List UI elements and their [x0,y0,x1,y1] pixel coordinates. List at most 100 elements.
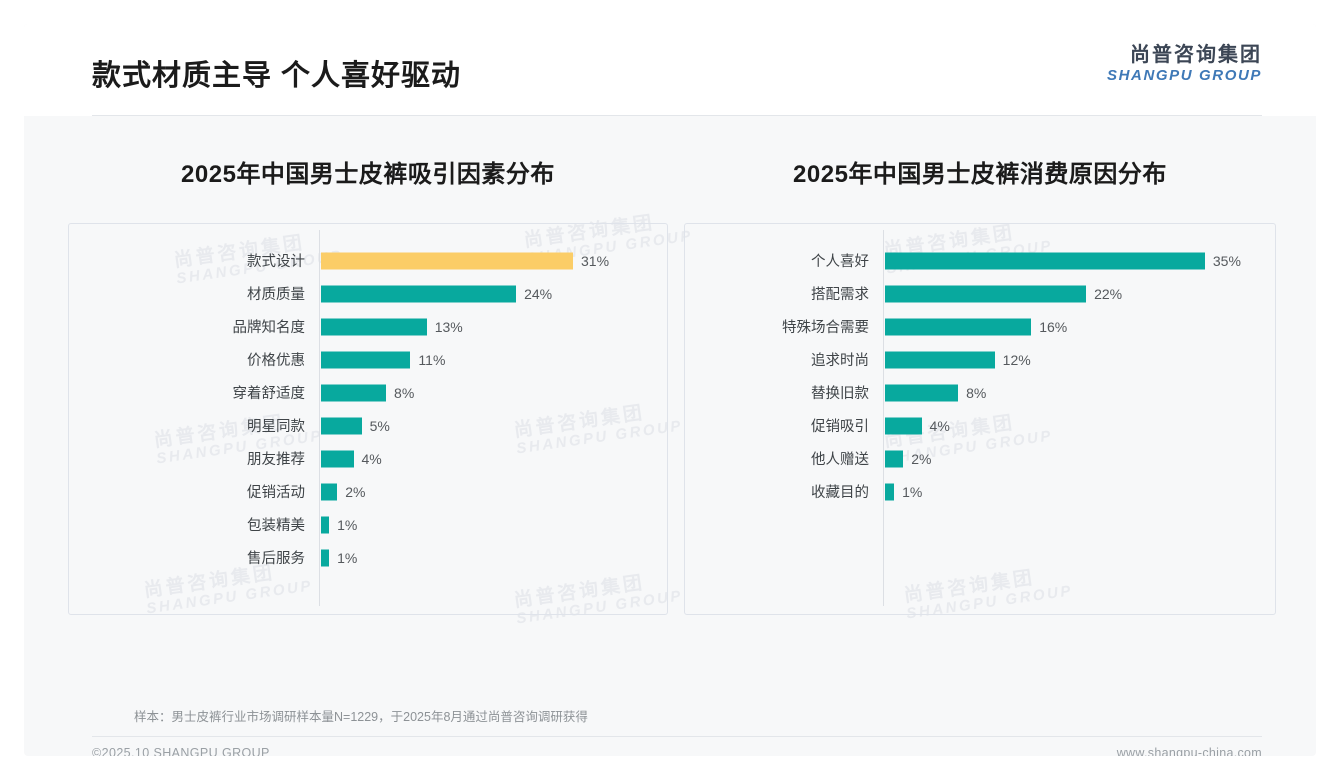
bar-value-label: 1% [902,483,923,500]
bar [885,417,922,434]
bar-value-label: 31% [581,252,610,269]
bar-track: 5% [319,409,667,442]
bar-row: 材质质量 24% [69,277,667,310]
chart-axis-line [319,230,320,606]
bar-value-label: 2% [911,450,932,467]
bar [321,483,338,500]
bar-track: 4% [319,442,667,475]
bar [321,318,427,335]
chart-panel-attraction-factors: 2025年中国男士皮裤吸引因素分布 款式设计 31% 材质质量 24% 品牌知名度 13%… [68,154,668,615]
bar-category-label: 收藏目的 [811,485,869,501]
bar [885,450,904,467]
bar-value-label: 16% [1039,318,1068,335]
bar-rows: 款式设计 31% 材质质量 24% 品牌知名度 13% 价格优惠 11% 穿着舒适度 8% 明星同款… [69,244,667,574]
bar-value-label: 13% [434,318,463,335]
bar-row: 追求时尚 12% [685,343,1275,376]
chart-title: 2025年中国男士皮裤吸引因素分布 [181,161,555,188]
bar [885,285,1087,302]
bar-row: 朋友推荐 4% [69,442,667,475]
bar-value-label: 1% [337,516,358,533]
bar-row: 品牌知名度 13% [69,310,667,343]
bar-row: 他人赠送 2% [685,442,1275,475]
bar [885,252,1205,269]
bar-row: 售后服务 1% [69,541,667,574]
bar-track: 1% [883,475,1275,508]
bar-value-label: 12% [1002,351,1031,368]
bar-value-label: 4% [361,450,382,467]
bar-track: 35% [883,244,1275,277]
bar-track: 13% [319,310,667,343]
sample-note: 样本：男士皮裤行业市场调研样本量N=1229，于2025年8月通过尚普咨询调研获… [134,710,588,724]
bar [321,549,330,566]
bar [321,417,362,434]
bar-category-label: 价格优惠 [247,353,305,369]
bar-row: 个人喜好 35% [685,244,1275,277]
bar-value-label: 24% [524,285,553,302]
bar-row: 促销吸引 4% [685,409,1275,442]
chart-panel-consumption-reasons: 2025年中国男士皮裤消费原因分布 个人喜好 35% 搭配需求 22% 特殊场合需要 16… [684,154,1276,615]
bar-row: 替换旧款 8% [685,376,1275,409]
bar [321,450,354,467]
bar-category-label: 售后服务 [247,551,305,567]
bar-track: 2% [319,475,667,508]
chart-plot-area: 款式设计 31% 材质质量 24% 品牌知名度 13% 价格优惠 11% 穿着舒适度 8% 明星同款… [68,223,668,615]
bar-track: 12% [883,343,1275,376]
bar-track: 22% [883,277,1275,310]
bar-value-label: 35% [1212,252,1241,269]
bar-category-label: 朋友推荐 [247,452,305,468]
header-divider [92,115,1262,116]
bar-value-label: 4% [929,417,950,434]
website-text: www.shangpu-china.com [1116,746,1262,756]
bar-track: 1% [319,508,667,541]
bar-category-label: 材质质量 [247,287,305,303]
copyright-text: ©2025.10 SHANGPU GROUP [92,746,270,756]
bar-value-label: 11% [418,351,446,368]
bar-track: 16% [883,310,1275,343]
bar-value-label: 5% [369,417,390,434]
bar-value-label: 8% [966,384,987,401]
footer-divider [92,736,1262,737]
brand-logo-en: SHANGPU GROUP [1107,67,1262,84]
bar-row: 穿着舒适度 8% [69,376,667,409]
bar-row: 促销活动 2% [69,475,667,508]
bar-category-label: 穿着舒适度 [232,386,306,402]
bar-track: 1% [319,541,667,574]
bar-category-label: 他人赠送 [811,452,869,468]
bar-row: 明星同款 5% [69,409,667,442]
bar-category-label: 款式设计 [247,254,305,270]
bar-row: 款式设计 31% [69,244,667,277]
bar-category-label: 促销活动 [247,485,305,501]
bar-category-label: 搭配需求 [811,287,869,303]
bar [321,351,411,368]
bar-track: 8% [319,376,667,409]
bar [885,351,995,368]
chart-title: 2025年中国男士皮裤消费原因分布 [793,161,1167,188]
slide-header: 款式材质主导 个人喜好驱动 尚普咨询集团 SHANGPU GROUP [24,24,1316,116]
bar [321,252,574,269]
bar [321,516,330,533]
bar [321,285,517,302]
bar-category-label: 替换旧款 [811,386,869,402]
brand-logo: 尚普咨询集团 SHANGPU GROUP [1107,44,1262,85]
brand-logo-cn: 尚普咨询集团 [1130,44,1262,66]
bar-track: 24% [319,277,667,310]
bar-category-label: 包装精美 [247,518,305,534]
bar-row: 搭配需求 22% [685,277,1275,310]
bar-track: 31% [319,244,667,277]
bar-category-label: 追求时尚 [811,353,869,369]
chart-axis-line [883,230,884,606]
bar-category-label: 品牌知名度 [232,320,306,336]
bar-rows: 个人喜好 35% 搭配需求 22% 特殊场合需要 16% 追求时尚 12% 替换旧款 8% 促销吸引… [685,244,1275,508]
bar-category-label: 促销吸引 [811,419,869,435]
page-title: 款式材质主导 个人喜好驱动 [92,60,462,92]
bar-track: 4% [883,409,1275,442]
bar-track: 11% [319,343,667,376]
bar-row: 包装精美 1% [69,508,667,541]
bar-category-label: 明星同款 [247,419,305,435]
bar-row: 收藏目的 1% [685,475,1275,508]
bar-value-label: 1% [337,549,358,566]
bar [885,384,959,401]
bar-category-label: 特殊场合需要 [782,320,869,336]
bar [885,483,895,500]
bar [885,318,1032,335]
